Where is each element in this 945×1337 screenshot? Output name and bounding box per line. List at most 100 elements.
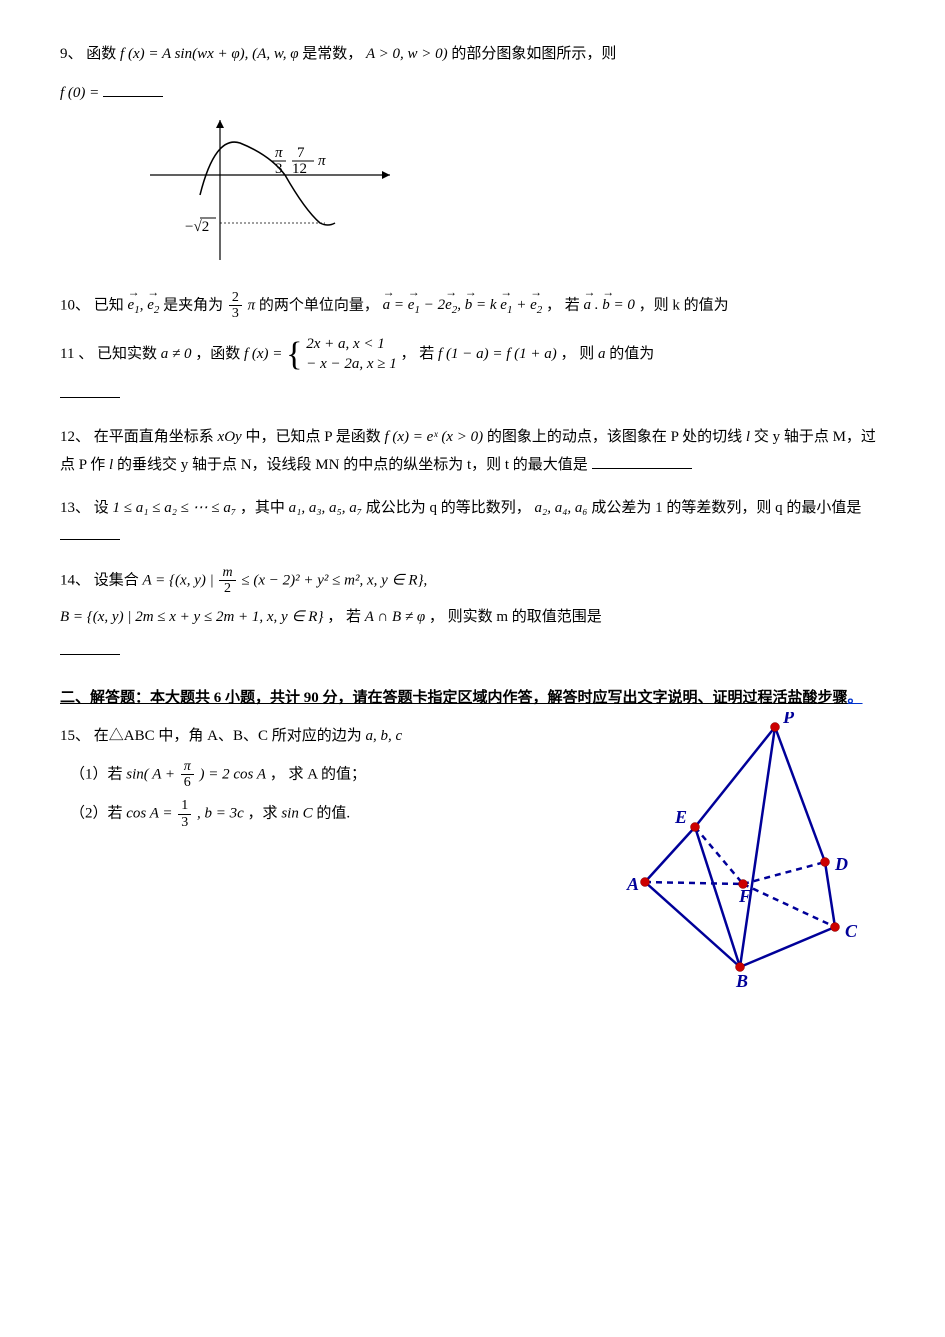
q12-xoy: xOy: [218, 429, 242, 445]
section-2-title: 二、解答题：本大题共 6 小题，共计 90 分，请在答题卡指定区域内作答，解答时…: [60, 690, 848, 706]
q11-fx: f (x) =: [244, 346, 282, 362]
q11-text-a: 已知实数: [97, 346, 157, 362]
q11-text-b: ，函数: [195, 346, 240, 362]
q15-p2-eq-r: , b = 3c: [197, 806, 244, 822]
q12-number: 12、: [60, 429, 90, 445]
svg-text:P: P: [782, 712, 795, 727]
q15-text-a: 在△ABC 中，角 A、B、C 所对应的边为: [94, 728, 362, 744]
q14-setB: B = {(x, y) | 2m ≤ x + y ≤ 2m + 1, x, y …: [60, 609, 323, 625]
q10-e2: e2: [147, 291, 159, 321]
question-9: 9、 函数 f (x) = A sin(wx + φ), (A, w, φ 是常…: [60, 40, 885, 276]
q15-p2-label: （2）若: [70, 806, 123, 822]
svg-text:D: D: [834, 854, 848, 874]
q14-blank: [60, 639, 120, 655]
q15-p1-label: （1）若: [70, 766, 123, 782]
q10-text-a: 已知: [94, 297, 124, 313]
q13-text-d: 成公差为 1 的等差数列，则 q 的最小值是: [591, 500, 861, 516]
svg-text:3: 3: [275, 161, 283, 177]
q11-number: 11 、: [60, 346, 93, 362]
q11-eq: f (1 − a) = f (1 + a): [438, 346, 557, 362]
q15-p1-eq-r: ) = 2 cos A: [200, 766, 267, 782]
q12-text-b: 中，已知点 P 是函数: [245, 429, 380, 445]
q9-fx: f (x) = A sin(wx + φ), (A, w, φ: [120, 46, 298, 62]
svg-text:A: A: [626, 874, 639, 894]
question-12: 12、 在平面直角坐标系 xOy 中，已知点 P 是函数 f (x) = eˣ …: [60, 423, 885, 480]
q10-text-b: 是夹角为: [163, 297, 223, 313]
q9-text-a: 函数: [86, 46, 116, 62]
q11-text-d: ， 则: [560, 346, 594, 362]
q14-m2: m2: [219, 565, 235, 597]
q14-text-a: 设集合: [94, 572, 139, 588]
svg-text:−√2: −√2: [185, 219, 209, 235]
q12-text-a: 在平面直角坐标系: [94, 429, 214, 445]
q10-frac: 23: [229, 290, 242, 322]
q13-ineq: 1 ≤ a₁ ≤ a₂ ≤ ⋯ ≤ a₇: [113, 500, 237, 516]
question-15: PEDAFCB 15、 在△ABC 中，角 A、B、C 所对应的边为 a, b,…: [60, 722, 885, 1023]
q15-p1-eq-l: sin( A +: [126, 766, 175, 782]
q13-ser1: a₁, a₃, a₅, a₇: [289, 500, 362, 516]
q12-l1: l: [746, 429, 750, 445]
q15-p2-frac: 13: [178, 798, 191, 830]
q10-pi: π: [248, 297, 256, 313]
svg-text:E: E: [674, 807, 687, 827]
q10-text-e: ，则 k 的值为: [639, 297, 729, 313]
q15-p1-text: ， 求 A 的值；: [270, 766, 366, 782]
question-10: 10、 已知 e1, e2 是夹角为 23 π 的两个单位向量， a = e1 …: [60, 290, 885, 322]
q14-setA-l: A = {(x, y) |: [143, 572, 214, 588]
svg-text:π: π: [275, 145, 283, 161]
q14-cond: A ∩ B ≠ φ: [365, 609, 425, 625]
q13-text-c: 成公比为 q 的等比数列，: [366, 500, 531, 516]
geometry-figure: P E D A F C B: [625, 712, 865, 1013]
q12-fx: f (x) = eˣ (x > 0): [384, 429, 483, 445]
q15-p1-frac: π6: [181, 759, 194, 791]
q14-setA-r: ≤ (x − 2)² + y² ≤ m², x, y ∈ R}: [241, 572, 423, 588]
svg-text:π: π: [318, 153, 326, 169]
q10-text-d: ， 若: [546, 297, 580, 313]
q9-number: 9、: [60, 46, 83, 62]
q12-l2: l: [109, 457, 113, 473]
section-2-dot: 。: [848, 690, 863, 706]
svg-text:B: B: [735, 971, 748, 991]
q11-text-e: 的值为: [609, 346, 654, 362]
q11-a: a: [598, 346, 606, 362]
q13-text-a: 设: [94, 500, 109, 516]
q11-ane0: a ≠ 0: [161, 346, 192, 362]
q13-text-b: ，其中: [240, 500, 285, 516]
svg-text:F: F: [738, 886, 751, 906]
svg-text:12: 12: [292, 161, 307, 177]
q14-text-c: ， 则实数 m 的取值范围是: [429, 609, 602, 625]
q9-text-b: 是常数，: [302, 46, 362, 62]
q13-number: 13、: [60, 500, 90, 516]
q9-blank: [103, 81, 163, 97]
q10-ab: a . b = 0: [584, 297, 635, 313]
q13-ser2: a₂, a₄, a₆: [535, 500, 588, 516]
question-11: 11 、 已知实数 a ≠ 0 ，函数 f (x) = { 2x + a, x …: [60, 335, 885, 409]
q9-text-c: 的部分图象如图所示，则: [451, 46, 616, 62]
q12-blank: [592, 453, 692, 469]
q11-blank: [60, 382, 120, 398]
q12-text-e: 的垂线交 y 轴于点 N，设线段 MN 的中点的纵坐标为 t，则 t 的最大值是: [117, 457, 588, 473]
question-13: 13、 设 1 ≤ a₁ ≤ a₂ ≤ ⋯ ≤ a₇ ，其中 a₁, a₃, a…: [60, 494, 885, 551]
question-14: 14、 设集合 A = {(x, y) | m2 ≤ (x − 2)² + y²…: [60, 565, 885, 666]
q14-number: 14、: [60, 572, 90, 588]
q14-text-b: ， 若: [327, 609, 361, 625]
q15-p2-eq-l: cos A =: [126, 806, 172, 822]
q10-number: 10、: [60, 297, 90, 313]
q15-p2-text: ，求: [248, 806, 278, 822]
q9-cond: A > 0, w > 0): [366, 46, 448, 62]
q9-f0: f (0) =: [60, 85, 99, 101]
q11-text-c: ， 若: [401, 346, 435, 362]
q13-blank: [60, 524, 120, 540]
section-2-header: 二、解答题：本大题共 6 小题，共计 90 分，请在答题卡指定区域内作答，解答时…: [60, 684, 885, 713]
svg-text:7: 7: [297, 145, 305, 161]
q10-text-c: 的两个单位向量，: [259, 297, 379, 313]
svg-text:C: C: [845, 921, 858, 941]
q9-graph: π 3 7 12 π −√2: [140, 115, 885, 276]
q12-text-c: 的图象上的动点，该图象在 P 处的切线: [487, 429, 742, 445]
q10-e1: e1: [128, 291, 140, 321]
q10-a-eq: a = e1 − 2e2, b = k e1 + e2: [383, 297, 546, 313]
q11-piecewise: { 2x + a, x < 1 − x − 2a, x ≥ 1: [286, 335, 397, 374]
q15-number: 15、: [60, 728, 90, 744]
q15-abc: a, b, c: [365, 728, 402, 744]
q15-p2-text2: 的值.: [316, 806, 350, 822]
